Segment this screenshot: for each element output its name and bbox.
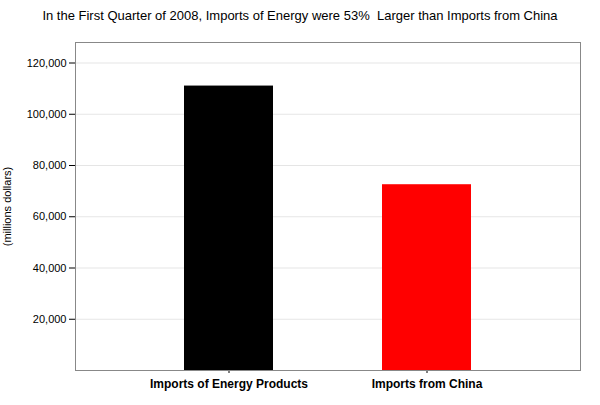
html-text:In the First Quarter of 2008,: In the First Quarter of 2008, Imports of… — [42, 8, 558, 23]
svg-text:Imports of Energy Products: Imports of Energy Products — [150, 377, 308, 391]
svg-text:Imports from China: Imports from China — [372, 377, 483, 391]
svg-text:60,000: 60,000 — [33, 210, 67, 222]
svg-text:120,000: 120,000 — [27, 57, 67, 69]
svg-text:(millions dollars): (millions dollars) — [1, 167, 13, 246]
svg-text:40,000: 40,000 — [33, 262, 67, 274]
svg-text:80,000: 80,000 — [33, 159, 67, 171]
svg-text:100,000: 100,000 — [27, 108, 67, 120]
svg-text:20,000: 20,000 — [33, 313, 67, 325]
